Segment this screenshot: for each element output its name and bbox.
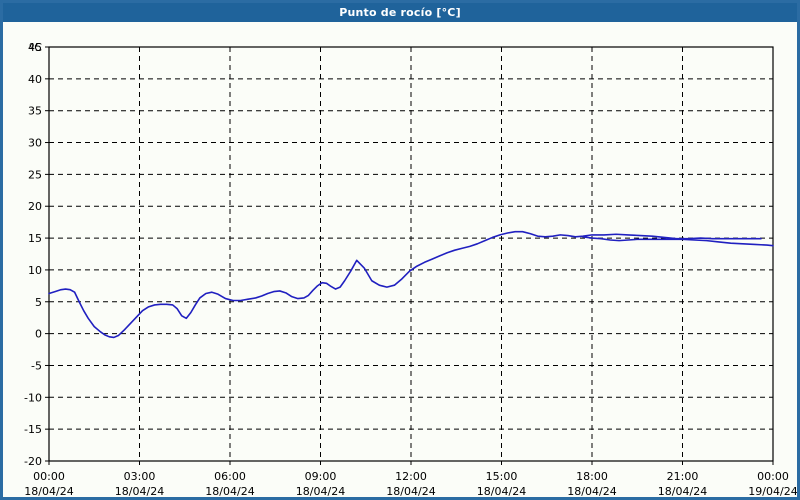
x-tick-date: 18/04/24 <box>658 485 707 497</box>
y-tick-label: 15 <box>28 232 42 245</box>
x-axis-ticks: 00:00 18/04/24 03:00 18/04/24 06:00 18/04/24 0… <box>24 461 797 497</box>
y-tick-label: 25 <box>28 168 42 181</box>
series-line <box>582 236 774 247</box>
x-tick-time: 06:00 <box>214 470 246 483</box>
y-tick-label: 5 <box>35 296 42 309</box>
x-tick-date: 18/04/24 <box>115 485 164 497</box>
x-tick-date: 18/04/24 <box>296 485 345 497</box>
x-tick-date: 18/04/24 <box>386 485 435 497</box>
y-tick-label: -20 <box>24 455 42 468</box>
x-tick-date: 18/04/24 <box>205 485 254 497</box>
y-axis-ticks: 45 40 35 30 25 20 15 10 5 0 -5 -10 -15 -20 <box>24 41 49 468</box>
y-tick-label: 0 <box>35 328 42 341</box>
y-tick-label: 40 <box>28 73 42 86</box>
y-tick-label: 35 <box>28 105 42 118</box>
y-tick-label: 45 <box>28 41 42 54</box>
x-tick-time: 18:00 <box>576 470 608 483</box>
chart-plot-area: 45 40 35 30 25 20 15 10 5 0 -5 -10 -15 -20 00:00 18/04… <box>3 22 797 497</box>
y-axis-unit-label: ºC <box>29 41 42 54</box>
x-tick-time: 00:00 <box>33 470 65 483</box>
y-tick-label: -10 <box>24 391 42 404</box>
y-tick-label: 10 <box>28 264 42 277</box>
x-tick-time: 03:00 <box>124 470 156 483</box>
y-tick-label: 30 <box>28 137 42 150</box>
x-tick-time: 12:00 <box>395 470 427 483</box>
window-title-bar: Punto de rocío [°C] <box>3 3 797 22</box>
x-tick-time: 09:00 <box>305 470 337 483</box>
series-line <box>48 230 762 339</box>
x-tick-time: 15:00 <box>486 470 518 483</box>
y-tick-label: 20 <box>28 200 42 213</box>
y-tick-label: -5 <box>31 359 42 372</box>
x-tick-date: 18/04/24 <box>24 485 73 497</box>
y-tick-label: -15 <box>24 423 42 436</box>
x-tick-date: 18/04/24 <box>567 485 616 497</box>
page-title: Punto de rocío [°C] <box>339 6 461 19</box>
x-tick-date: 19/04/24 <box>748 485 797 497</box>
x-tick-date: 18/04/24 <box>477 485 526 497</box>
x-tick-time: 00:00 <box>757 470 789 483</box>
x-tick-time: 21:00 <box>667 470 699 483</box>
dew-point-line-chart: 45 40 35 30 25 20 15 10 5 0 -5 -10 -15 -20 00:00 18/04… <box>24 41 797 497</box>
data-series <box>48 230 774 339</box>
grid-lines <box>49 46 773 461</box>
